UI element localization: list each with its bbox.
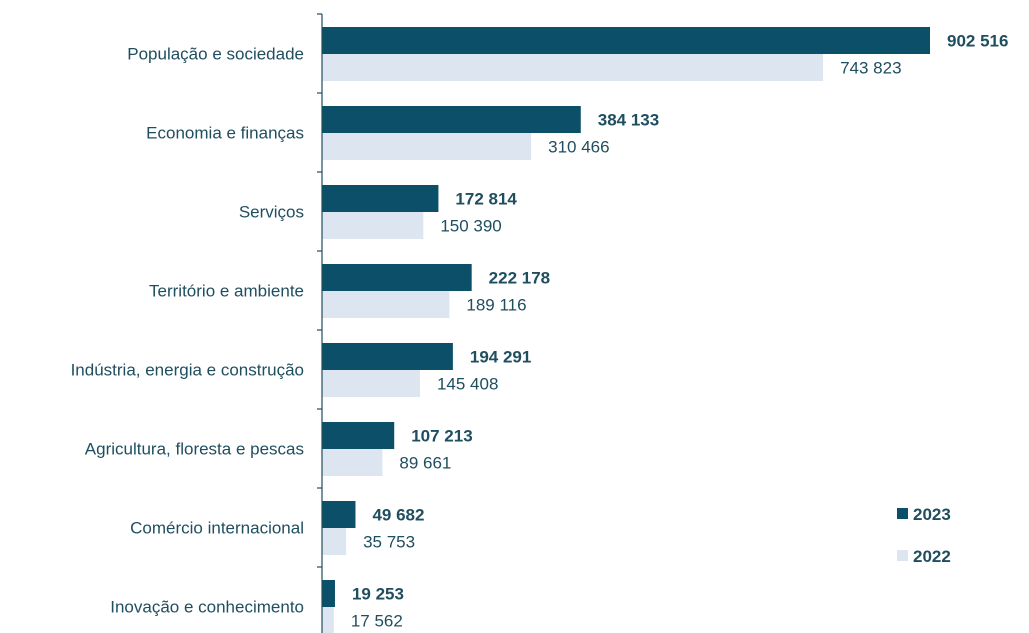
bar-2022 (322, 370, 420, 397)
category-label: Comércio internacional (130, 519, 304, 538)
data-label-2022: 89 661 (399, 454, 451, 473)
data-label-2023: 172 814 (455, 190, 517, 209)
bar-2023 (322, 185, 439, 212)
data-label-2022: 189 116 (466, 296, 526, 315)
legend-label-2022: 2022 (913, 547, 951, 566)
category-label: População e sociedade (127, 45, 304, 64)
data-label-2023: 107 213 (411, 427, 472, 446)
data-label-2023: 49 682 (372, 506, 424, 525)
category-label: Indústria, energia e construção (71, 361, 304, 380)
bar-2022 (322, 528, 347, 555)
legend-swatch-2023 (897, 508, 908, 519)
bar-2022 (322, 607, 334, 633)
bar-2022 (322, 212, 424, 239)
category-axis (317, 13, 323, 633)
category-label: Inovação e conhecimento (110, 598, 304, 617)
data-label-2022: 150 390 (440, 217, 501, 236)
bar-2023 (322, 264, 472, 291)
data-label-2022: 35 753 (363, 533, 415, 552)
data-label-2023: 384 133 (598, 111, 659, 130)
bar-2023 (322, 422, 395, 449)
labels-layer: População e sociedade 902 516 743 823 Econo… (71, 32, 1009, 631)
data-label-2022: 145 408 (437, 375, 498, 394)
data-label-2022: 310 466 (548, 138, 609, 157)
data-label-2023: 222 178 (489, 269, 550, 288)
bar-2023 (322, 106, 581, 133)
bars-layer (322, 27, 930, 633)
bar-2023 (322, 501, 356, 528)
category-label: Agricultura, floresta e pescas (85, 440, 304, 459)
bar-2023 (322, 580, 335, 607)
data-label-2023: 19 253 (352, 585, 404, 604)
bar-2023 (322, 27, 930, 54)
legend-label-2023: 2023 (913, 505, 951, 524)
legend: 2023 2022 (897, 505, 951, 566)
data-label-2023: 902 516 (947, 32, 1008, 51)
bar-2022 (322, 54, 824, 81)
legend-swatch-2022 (897, 550, 908, 561)
bar-2022 (322, 133, 532, 160)
data-label-2022: 743 823 (840, 59, 901, 78)
bar-2022 (322, 449, 383, 476)
data-label-2023: 194 291 (470, 348, 531, 367)
category-label: Economia e finanças (146, 124, 304, 143)
bar-2023 (322, 343, 453, 370)
category-label: Território e ambiente (149, 282, 304, 301)
data-label-2022: 17 562 (351, 612, 403, 631)
category-label: Serviços (239, 203, 304, 222)
bar-2022 (322, 291, 450, 318)
